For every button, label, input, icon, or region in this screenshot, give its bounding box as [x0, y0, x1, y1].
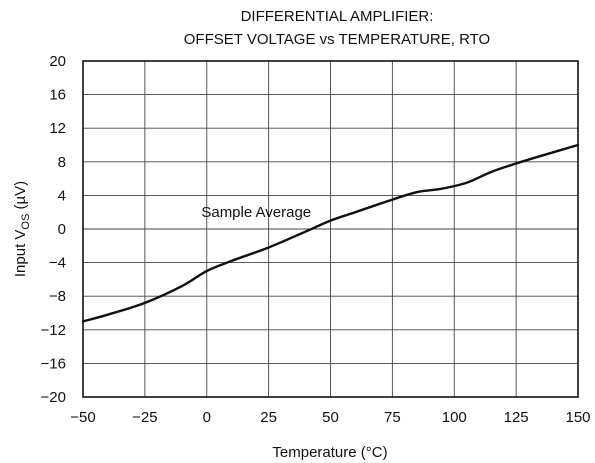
y-axis-label-suffix: (µV) [12, 181, 29, 214]
y-axis-label-prefix: Input V [12, 230, 29, 278]
y-tick-label: 20 [49, 53, 66, 70]
y-tick-labels: 20 16 12 8 4 0 −4 −8 −12 −16 −20 [41, 53, 66, 406]
y-tick-label: −8 [49, 288, 66, 305]
x-tick-label: 100 [442, 409, 467, 426]
x-tick-label: 0 [203, 409, 211, 426]
chart-title-line-2: OFFSET VOLTAGE vs TEMPERATURE, RTO [184, 31, 490, 48]
y-axis-label-subscript: OS [20, 214, 32, 230]
sample-average-line [81, 143, 580, 323]
chart-title-line-1: DIFFERENTIAL AMPLIFIER: [241, 8, 434, 25]
y-tick-label: 12 [49, 120, 66, 137]
y-tick-label: −4 [49, 255, 66, 272]
y-axis-label: Input VOS (µV) [12, 181, 32, 277]
x-tick-label: 125 [504, 409, 529, 426]
x-axis-label: Temperature (°C) [272, 444, 387, 461]
x-tick-labels: −50 −25 0 25 50 75 100 125 150 [70, 409, 590, 426]
series-layer [81, 143, 580, 323]
y-tick-label: 0 [58, 221, 66, 238]
y-tick-label: −20 [41, 389, 66, 406]
x-tick-label: −25 [132, 409, 157, 426]
x-tick-label: 150 [565, 409, 590, 426]
y-tick-label: 8 [58, 154, 66, 171]
y-tick-label: 16 [49, 87, 66, 104]
x-tick-label: 50 [322, 409, 339, 426]
x-tick-label: 75 [384, 409, 401, 426]
y-tick-label: 4 [58, 187, 66, 204]
sample-average-annotation: Sample Average [201, 204, 311, 221]
y-tick-label: −16 [41, 355, 66, 372]
grid-lines [82, 60, 579, 398]
x-tick-label: 25 [260, 409, 277, 426]
plot-frame [82, 60, 579, 398]
x-tick-label: −50 [70, 409, 95, 426]
y-tick-label: −12 [41, 322, 66, 339]
